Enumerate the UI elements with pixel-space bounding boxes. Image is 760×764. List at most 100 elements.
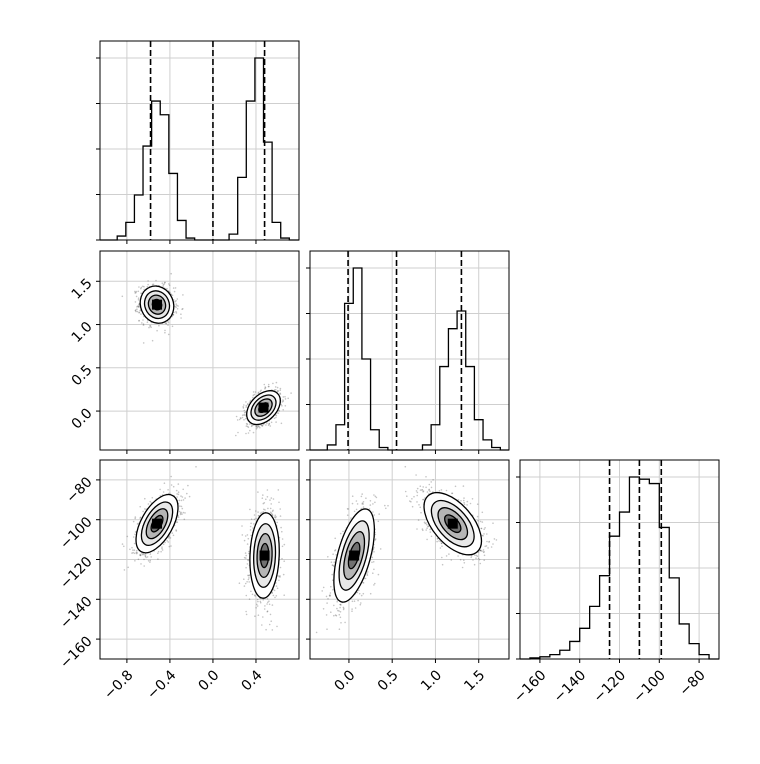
- scatter-point: [243, 578, 245, 580]
- scatter-point: [368, 508, 371, 510]
- scatter-point: [166, 288, 168, 290]
- scatter-point: [480, 527, 483, 530]
- scatter-point: [244, 535, 247, 537]
- scatter-point: [257, 600, 259, 603]
- scatter-point: [142, 510, 144, 513]
- scatter-point: [416, 491, 419, 494]
- scatter-point: [277, 575, 279, 577]
- y-tick-label: 1.0: [69, 319, 96, 346]
- scatter-point: [142, 324, 145, 326]
- scatter-point: [280, 422, 283, 425]
- scatter-point: [180, 317, 182, 319]
- scatter-point: [243, 409, 246, 412]
- scatter-point: [451, 492, 453, 495]
- scatter-point: [450, 559, 453, 561]
- scatter-point: [462, 485, 465, 487]
- scatter-point: [339, 603, 342, 606]
- scatter-point: [136, 305, 139, 308]
- x-tick-label: −80: [677, 667, 709, 699]
- scatter-group: [315, 465, 498, 634]
- scatter-point: [276, 386, 279, 389]
- scatter-point: [133, 552, 136, 555]
- scatter-point: [243, 404, 245, 406]
- density-peak: [152, 518, 163, 529]
- scatter-point: [351, 600, 354, 603]
- scatter-point: [142, 323, 145, 325]
- scatter-point: [142, 342, 145, 344]
- scatter-point: [460, 500, 462, 502]
- x-tick-label: −100: [630, 667, 669, 706]
- scatter-point: [422, 486, 425, 488]
- scatter-point: [273, 389, 276, 391]
- scatter-point: [371, 556, 374, 559]
- scatter-point: [479, 520, 482, 523]
- scatter-point: [362, 582, 365, 584]
- scatter-point: [134, 517, 136, 520]
- scatter-point: [483, 559, 486, 561]
- scatter-point: [483, 550, 485, 553]
- scatter-point: [338, 628, 341, 630]
- scatter-point: [282, 400, 285, 402]
- scatter-point: [164, 322, 167, 324]
- scatter-point: [148, 326, 150, 329]
- scatter-point: [361, 502, 364, 504]
- scatter-point: [163, 281, 166, 284]
- scatter-point: [243, 556, 246, 559]
- scatter-point: [166, 540, 168, 542]
- scatter-point: [255, 510, 257, 512]
- scatter-point: [377, 573, 380, 576]
- scatter-point: [423, 521, 426, 524]
- scatter-point: [169, 492, 171, 495]
- scatter-point: [268, 422, 271, 425]
- scatter-point: [261, 497, 264, 500]
- scatter-point: [278, 575, 281, 578]
- scatter-point: [322, 586, 325, 589]
- scatter-point: [142, 319, 144, 321]
- scatter-point: [472, 559, 474, 561]
- scatter-point: [135, 310, 137, 313]
- scatter-point: [174, 305, 176, 308]
- scatter-point: [418, 504, 420, 506]
- scatter-point: [355, 500, 358, 502]
- scatter-point: [262, 494, 264, 496]
- scatter-point: [279, 566, 282, 569]
- scatter-point: [379, 548, 382, 550]
- scatter-point: [282, 399, 284, 401]
- scatter-point: [284, 405, 287, 407]
- x-tick-label: −160: [511, 667, 550, 706]
- scatter-point: [266, 598, 269, 600]
- scatter-point: [268, 385, 270, 388]
- scatter-point: [278, 410, 281, 412]
- scatter-point: [137, 290, 140, 293]
- scatter-point: [149, 500, 151, 503]
- scatter-point: [241, 416, 244, 419]
- scatter-point: [139, 554, 142, 557]
- scatter-point: [151, 339, 154, 342]
- scatter-point: [267, 385, 270, 388]
- scatter-point: [425, 486, 427, 489]
- scatter-point: [239, 417, 242, 419]
- scatter-point: [247, 403, 249, 405]
- scatter-point: [269, 511, 272, 514]
- scatter-point: [272, 382, 274, 385]
- scatter-point: [139, 554, 142, 557]
- scatter-point: [339, 616, 342, 619]
- scatter-point: [462, 499, 465, 502]
- scatter-point: [249, 429, 251, 432]
- scatter-point: [279, 392, 281, 395]
- scatter-point: [487, 547, 489, 549]
- scatter-point: [245, 422, 248, 425]
- scatter-point: [180, 495, 182, 497]
- scatter-point: [243, 419, 245, 421]
- scatter-point: [136, 308, 138, 311]
- scatter-point: [140, 563, 142, 565]
- scatter-point: [271, 592, 273, 594]
- scatter-point: [332, 564, 334, 567]
- scatter-point: [268, 423, 271, 425]
- scatter-point: [182, 488, 184, 491]
- scatter-point: [253, 594, 256, 596]
- scatter-point: [488, 540, 491, 543]
- scatter-point: [411, 498, 413, 500]
- scatter-point: [486, 540, 488, 543]
- scatter-point: [332, 553, 334, 555]
